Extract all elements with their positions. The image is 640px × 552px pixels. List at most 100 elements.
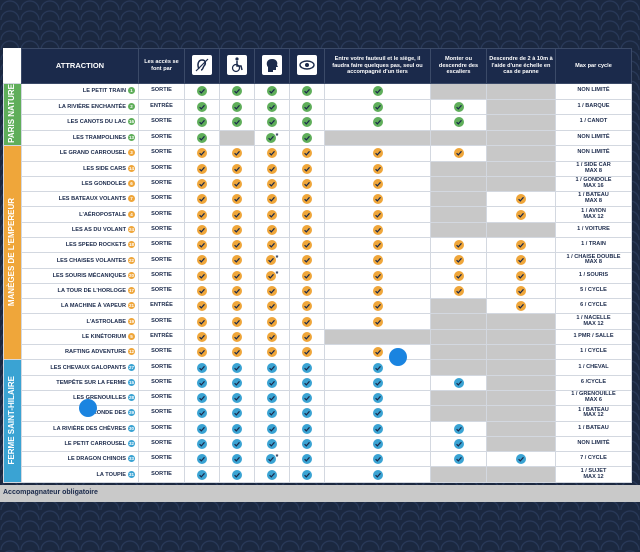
table-row: LES SOURIS MÉCANIQUES 20 SORTIE * 1 / SOURIS (4, 267, 632, 284)
check-icon (197, 117, 207, 128)
check-cell (254, 435, 290, 453)
check-cell (254, 98, 290, 116)
attraction-name: RAFTING ADVENTURE (64, 349, 126, 356)
attraction-cell: LES SIDE CARS 14 (21, 160, 139, 177)
check-icon (302, 101, 312, 112)
max-cell: 1 / GONDOLE MAX 16 (555, 175, 632, 193)
max-line: MAX 12 (583, 412, 604, 419)
table-row: LES BATEAUX VOLANTS 7 SORTIE 1 / BATEAU MAX … (4, 191, 632, 208)
table-row: LES GRENOUILLES 28 SORTIE 1 / GRENOUILLE MAX… (4, 389, 632, 407)
footer: Accompagnateur obligatoire (0, 485, 640, 502)
check-icon (267, 117, 277, 128)
check-cell (289, 221, 325, 239)
table-row: LA TOUPIE 31 SORTIE 1 / SUJET MAX 12 (4, 466, 632, 483)
check-icon (372, 178, 383, 189)
check-cell (184, 328, 220, 346)
check-icon (197, 148, 207, 159)
attraction-number: 16 (128, 118, 135, 126)
check-icon (267, 393, 277, 404)
access-cell: SORTIE (138, 175, 185, 193)
check-icon (265, 132, 276, 143)
header-attraction: ATTRACTION (21, 48, 139, 84)
check-icon (453, 377, 464, 388)
attraction-number: 7 (128, 195, 135, 203)
check-icon (197, 163, 207, 174)
check-cell (430, 466, 487, 483)
attraction-name: L'AÉROPOSTALE (79, 211, 126, 218)
check-cell (486, 389, 556, 407)
check-icon (197, 439, 207, 449)
attraction-name: LES CANOTS DU LAC (67, 119, 126, 126)
access-cell: SORTIE (138, 252, 185, 269)
check-cell (289, 405, 325, 422)
max-line: 5 / CYCLE (580, 287, 607, 294)
check-cell (219, 451, 255, 468)
check-cell (184, 129, 220, 147)
check-icon (197, 377, 207, 388)
header-row: ATTRACTION Les accès se font par Entre v… (4, 48, 632, 84)
check-cell (219, 221, 255, 239)
check-cell (254, 191, 290, 208)
check-icon (453, 439, 464, 449)
check-cell (430, 420, 487, 437)
check-icon (197, 86, 207, 97)
max-line: MAX 8 (584, 198, 603, 205)
check-icon (232, 301, 242, 312)
check-cell (184, 252, 220, 269)
check-icon (372, 469, 383, 480)
check-cell (184, 451, 220, 468)
check-icon (232, 439, 242, 449)
check-cell (254, 298, 290, 315)
check-cell (219, 206, 255, 223)
max-line: MAX 6 (584, 397, 603, 404)
check-cell (254, 83, 290, 100)
asterisk: * (275, 255, 279, 263)
check-cell (324, 389, 431, 407)
check-cell (184, 389, 220, 407)
max-line: 1 / VOITURE (577, 225, 610, 232)
check-cell (254, 236, 290, 254)
check-cell (254, 420, 290, 437)
check-cell (219, 359, 255, 376)
max-cell: 1 PMR / SALLE (555, 328, 632, 346)
check-cell (324, 359, 431, 376)
attraction-number: 28 (128, 394, 135, 402)
check-cell (430, 282, 487, 300)
check-cell (430, 145, 487, 162)
attraction-cell: LE PETIT CARROUSEL 32 (21, 435, 139, 453)
check-icon (516, 209, 526, 220)
check-cell (219, 405, 255, 422)
attraction-name: LES CHAISES VOLANTES (56, 257, 126, 264)
check-cell (184, 405, 220, 422)
max-cell: 1 / BATEAU MAX 8 (555, 191, 632, 208)
check-icon (372, 286, 383, 297)
max-line: 1 / GRENOUILLE (571, 391, 616, 398)
check-icon (372, 86, 383, 97)
attraction-name: LE PETIT CARROUSEL (64, 441, 126, 448)
table-row: LES GONDOLES 6 SORTIE 1 / GONDOLE MAX 16 (4, 175, 632, 193)
check-cell (289, 328, 325, 346)
check-cell: * (254, 451, 290, 468)
max-line: 1 / TRAIN (581, 241, 606, 248)
header-ladder: Descendre de 2 à 10m à l'aide d'une éche… (486, 48, 556, 84)
check-icon (197, 194, 207, 205)
attraction-name: LES GRENOUILLES (73, 395, 126, 402)
check-cell (254, 405, 290, 422)
check-icon (302, 178, 312, 189)
access-cell: SORTIE (138, 236, 185, 254)
check-icon (197, 454, 207, 465)
check-icon (197, 408, 207, 419)
check-cell: * (254, 129, 290, 147)
max-cell: 1 / CYCLE (555, 344, 632, 361)
attraction-cell: LA RIVIÈRE ENCHANTÉE 2 (21, 98, 139, 116)
check-cell (289, 160, 325, 177)
max-line: 1 / BATEAU (578, 192, 609, 199)
check-cell (486, 466, 556, 483)
check-icon (267, 86, 277, 97)
attraction-name: LA MACHINE À VAPEUR (61, 303, 126, 310)
check-cell (324, 236, 431, 254)
check-cell (219, 129, 255, 147)
max-cell: 1 / AVION MAX 12 (555, 206, 632, 223)
check-cell (184, 298, 220, 315)
check-cell (254, 282, 290, 300)
